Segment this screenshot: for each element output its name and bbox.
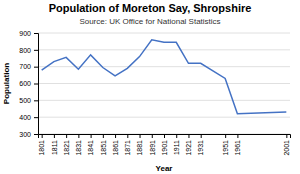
x-tick-mark — [286, 134, 287, 138]
x-axis-line — [39, 135, 291, 139]
x-tick-label: 1801 — [38, 140, 45, 156]
x-axis: 1801 1811 1821 1831 1841 1851 1861 1871 1881 1891… — [38, 134, 290, 156]
y-tick-mark — [34, 100, 38, 101]
y-tick-label: 600 — [19, 80, 31, 87]
y-tick: 700 — [19, 63, 38, 70]
x-tick: 1931 — [197, 134, 204, 156]
x-tick: 1901 — [161, 134, 168, 156]
x-tick: 2001 — [283, 134, 290, 156]
x-tick-label: 1811 — [51, 140, 58, 155]
x-tick-mark — [91, 134, 92, 138]
x-tick: 1881 — [136, 134, 143, 156]
x-tick-label: 1831 — [75, 140, 82, 156]
y-tick: 400 — [19, 114, 38, 121]
x-tick-mark — [225, 134, 226, 138]
x-tick: 1821 — [63, 134, 70, 156]
x-tick: 1851 — [100, 134, 107, 156]
x-tick: 1891 — [149, 134, 156, 156]
x-tick: 1841 — [87, 134, 94, 156]
y-tick-mark — [34, 33, 38, 34]
x-tick: 1911 — [173, 134, 180, 155]
grid-line — [38, 83, 290, 84]
x-tick-mark — [237, 134, 238, 138]
y-tick: 900 — [19, 30, 38, 37]
marks — [42, 40, 287, 114]
x-tick-mark — [66, 134, 67, 138]
x-tick: 1831 — [75, 134, 82, 156]
x-tick-mark — [103, 134, 104, 138]
x-tick: 1951 — [222, 134, 229, 156]
x-tick-label: 1851 — [100, 140, 107, 156]
y-tick: 600 — [19, 80, 38, 87]
x-tick-mark — [176, 134, 177, 138]
y-tick-label: 800 — [19, 47, 31, 54]
x-tick-label: 1901 — [161, 140, 168, 156]
x-tick-mark — [201, 134, 202, 138]
y-tick-mark — [34, 117, 38, 118]
x-tick: 1811 — [51, 134, 58, 155]
y-axis: 300 400 500 600 700 800 900 — [19, 30, 38, 138]
x-tick-mark — [140, 134, 141, 138]
x-tick-mark — [54, 134, 55, 138]
y-tick: 500 — [19, 97, 38, 104]
x-tick: 1921 — [185, 134, 192, 156]
x-tick-mark — [115, 134, 116, 138]
x-axis-title: Year — [156, 164, 173, 173]
y-tick-label: 500 — [19, 97, 31, 104]
y-tick-label: 700 — [19, 63, 31, 70]
x-tick-label: 1861 — [112, 140, 119, 156]
x-tick: 1861 — [112, 134, 119, 156]
x-tick-label: 1821 — [63, 140, 70, 156]
y-tick-mark — [34, 67, 38, 68]
grid-line — [38, 33, 290, 34]
plot: 1801 1811 1821 1831 1841 1851 1861 1871 1881 1891… — [19, 30, 290, 156]
subtitle: Source: UK Office for National Statistic… — [79, 17, 220, 26]
grid-line — [38, 49, 290, 50]
x-tick-label: 1921 — [185, 140, 192, 156]
x-tick-label: 2001 — [283, 140, 290, 156]
grid-line — [38, 117, 290, 118]
x-tick-label: 1881 — [136, 140, 143, 156]
grid — [38, 33, 290, 134]
x-tick-label: 1951 — [222, 140, 229, 156]
x-tick-mark — [127, 134, 128, 138]
x-tick: 1961 — [234, 134, 241, 156]
y-tick-label: 400 — [19, 114, 31, 121]
y-tick-mark — [34, 84, 38, 85]
x-tick-label: 1871 — [124, 140, 131, 156]
y-tick: 300 — [19, 131, 38, 138]
grid-line — [38, 100, 290, 101]
y-tick: 800 — [19, 47, 38, 54]
x-tick-label: 1841 — [87, 140, 94, 156]
x-tick: 1801 — [38, 134, 45, 156]
y-tick-mark — [34, 50, 38, 51]
title: Population of Moreton Say, Shropshire — [49, 2, 252, 14]
x-tick-mark — [188, 134, 189, 138]
y-tick-mark — [34, 134, 38, 135]
x-tick-label: 1931 — [197, 140, 204, 156]
x-tick-mark — [78, 134, 79, 138]
y-tick-label: 300 — [19, 131, 31, 138]
x-tick-label: 1891 — [149, 140, 156, 156]
y-axis-title: Population — [2, 63, 11, 104]
x-tick-mark — [152, 134, 153, 138]
chart: Population of Moreton Say, Shropshire Sou… — [0, 0, 300, 174]
x-tick: 1871 — [124, 134, 131, 156]
y-tick-label: 900 — [19, 30, 31, 37]
line — [42, 40, 287, 114]
y-axis-line — [34, 34, 39, 135]
x-tick-label: 1961 — [234, 140, 241, 156]
x-tick-label: 1911 — [173, 140, 180, 155]
x-tick-mark — [164, 134, 165, 138]
x-tick-mark — [42, 134, 43, 138]
